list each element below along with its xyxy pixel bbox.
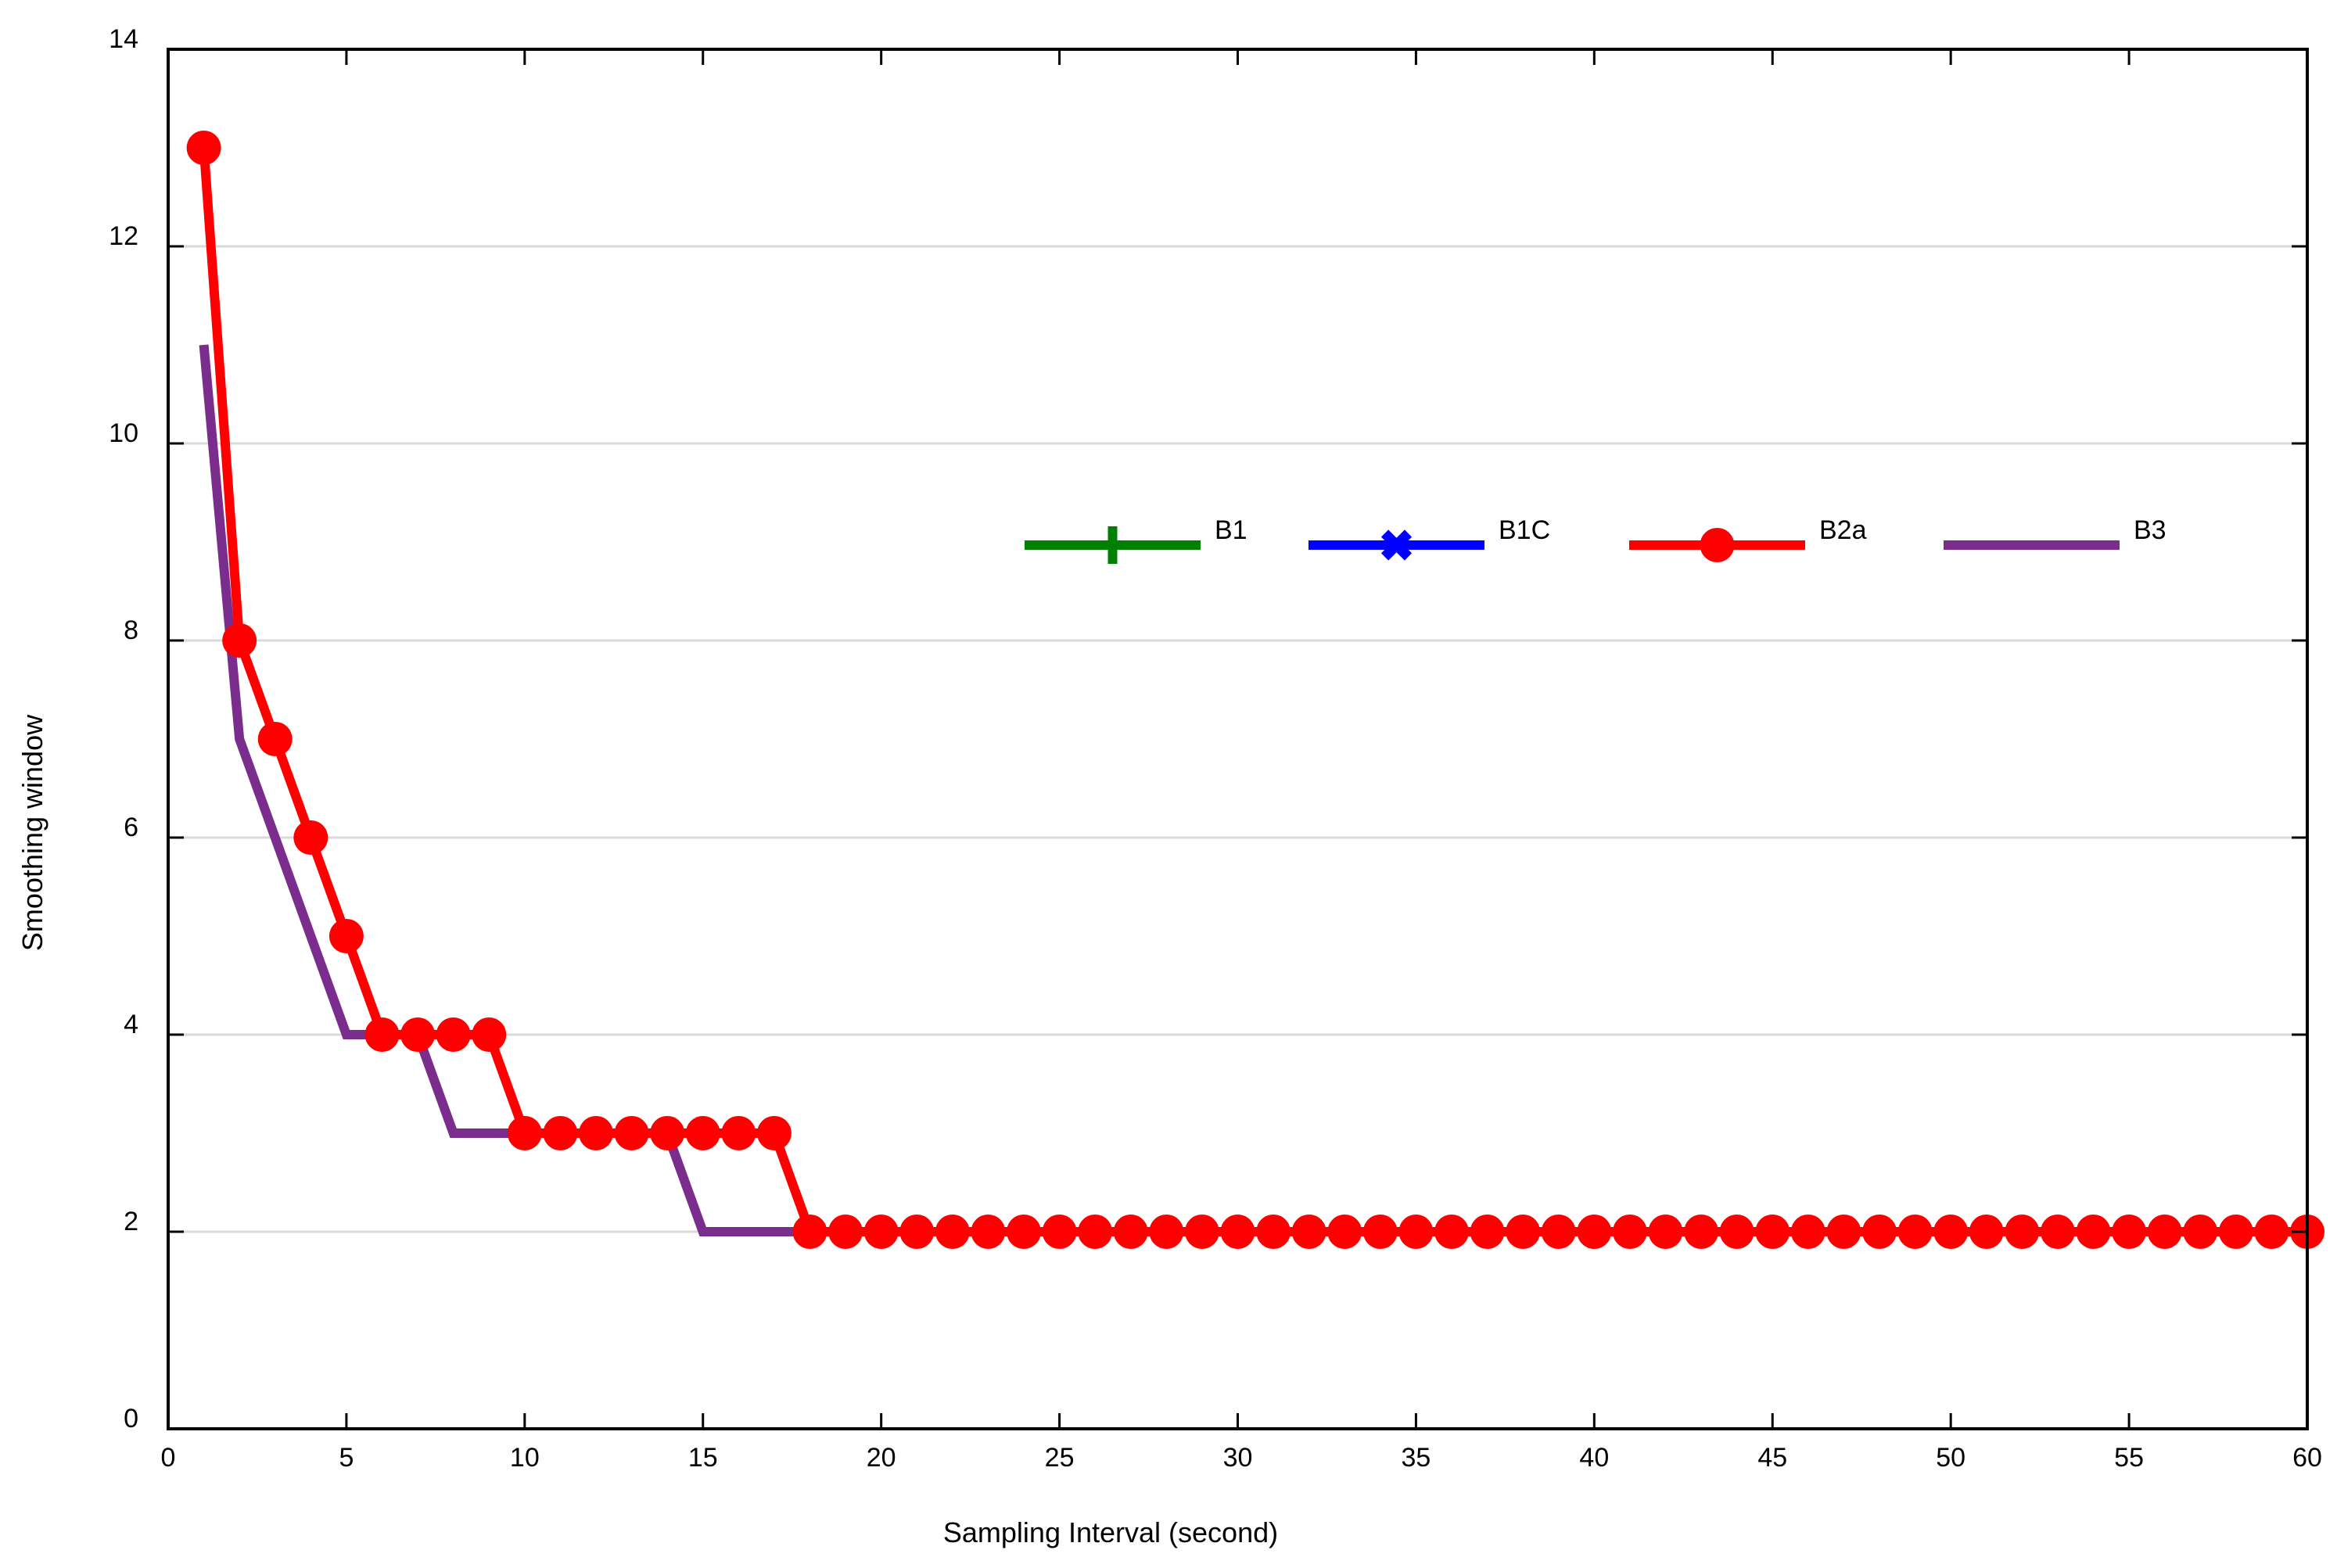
x-axis-label: Sampling Interval (second) bbox=[943, 1516, 1278, 1548]
data-point-b2a bbox=[1755, 1215, 1790, 1249]
data-point-b2a bbox=[1862, 1215, 1897, 1249]
data-point-b2a bbox=[1933, 1215, 1969, 1249]
data-point-b2a bbox=[1149, 1215, 1184, 1249]
x-tick-label: 15 bbox=[688, 1443, 718, 1473]
legend-label-b2a: B2a bbox=[1819, 515, 1867, 545]
data-point-b2a bbox=[2183, 1215, 2218, 1249]
data-point-b2a bbox=[1684, 1215, 1719, 1249]
x-tick-label: 25 bbox=[1045, 1443, 1075, 1473]
data-point-b2a bbox=[1826, 1215, 1861, 1249]
data-point-b2a bbox=[186, 131, 221, 165]
legend-label-b1: B1 bbox=[1215, 515, 1247, 545]
data-point-b2a bbox=[1612, 1215, 1647, 1249]
data-point-b2a bbox=[2005, 1215, 2040, 1249]
data-point-b2a bbox=[400, 1017, 436, 1052]
legend: B1 B1C B2a B3 bbox=[1025, 515, 2166, 564]
data-point-b2a bbox=[472, 1017, 507, 1052]
data-point-b2a bbox=[2147, 1215, 2182, 1249]
x-tick-label: 5 bbox=[339, 1443, 354, 1473]
axis-ticks: 0 2 4 6 8 10 12 14 0 5 10 15 20 25 30 35 40 45 50 55 60 bbox=[109, 24, 2322, 1473]
data-point-b2a bbox=[1362, 1215, 1398, 1249]
data-point-b2a bbox=[579, 1116, 613, 1150]
data-point-b2a bbox=[1220, 1215, 1255, 1249]
data-point-b2a bbox=[721, 1116, 756, 1150]
data-point-b2a bbox=[650, 1116, 685, 1150]
data-point-b2a bbox=[1398, 1215, 1434, 1249]
data-point-b2a bbox=[1327, 1215, 1362, 1249]
data-point-b2a bbox=[1184, 1215, 1219, 1249]
data-point-b2a bbox=[1256, 1215, 1291, 1249]
data-point-b2a bbox=[436, 1017, 471, 1052]
y-tick-label: 8 bbox=[124, 615, 138, 645]
data-point-b2a bbox=[1541, 1215, 1576, 1249]
data-point-b2a bbox=[756, 1116, 792, 1150]
legend-label-b1c: B1C bbox=[1499, 515, 1550, 545]
gridlines bbox=[168, 245, 2307, 1233]
data-point-b2a bbox=[899, 1215, 935, 1249]
data-point-b2a bbox=[1969, 1215, 2004, 1249]
plot-series bbox=[186, 131, 2324, 1249]
x-tick-label: 60 bbox=[2292, 1443, 2322, 1473]
data-point-b2a bbox=[2112, 1215, 2147, 1249]
data-point-b2a bbox=[1291, 1215, 1326, 1249]
x-tick-label: 55 bbox=[2114, 1443, 2144, 1473]
x-tick-label: 20 bbox=[867, 1443, 896, 1473]
series-line-b3 bbox=[199, 344, 2307, 1236]
data-point-b2a bbox=[971, 1215, 1006, 1249]
data-point-b2a bbox=[1719, 1215, 1754, 1249]
data-point-b2a bbox=[222, 623, 257, 658]
x-tick-label: 50 bbox=[1936, 1443, 1965, 1473]
data-point-b2a bbox=[1897, 1215, 1933, 1249]
data-point-b2a bbox=[328, 919, 364, 953]
data-point-b2a bbox=[1078, 1215, 1113, 1249]
data-point-b2a bbox=[543, 1116, 578, 1150]
data-point-b2a bbox=[1577, 1215, 1612, 1249]
series-line-b2a bbox=[199, 147, 2307, 1236]
y-tick-label: 4 bbox=[124, 1010, 138, 1039]
data-point-b2a bbox=[1470, 1215, 1505, 1249]
data-point-b2a bbox=[792, 1215, 827, 1249]
x-tick-label: 30 bbox=[1223, 1443, 1253, 1473]
data-point-b2a bbox=[614, 1116, 649, 1150]
legend-marker-cross bbox=[1380, 529, 1413, 561]
data-point-b2a bbox=[1007, 1215, 1041, 1249]
legend-marker-circle bbox=[1700, 528, 1735, 562]
y-tick-label: 2 bbox=[124, 1207, 138, 1236]
legend-label-b3: B3 bbox=[2134, 515, 2166, 545]
x-tick-label: 0 bbox=[161, 1443, 176, 1473]
data-point-b2a bbox=[1506, 1215, 1541, 1249]
data-point-b2a bbox=[863, 1215, 899, 1249]
y-tick-label: 6 bbox=[124, 813, 138, 842]
data-point-b2a bbox=[1790, 1215, 1825, 1249]
data-point-b2a bbox=[1648, 1215, 1683, 1249]
data-point-b2a bbox=[257, 722, 293, 756]
data-point-b2a bbox=[2076, 1215, 2111, 1249]
data-point-b2a bbox=[935, 1215, 970, 1249]
y-tick-label: 12 bbox=[109, 221, 138, 251]
x-tick-label: 35 bbox=[1402, 1443, 1431, 1473]
data-point-b2a bbox=[364, 1017, 400, 1052]
data-point-b2a bbox=[2254, 1215, 2289, 1249]
data-point-b2a bbox=[1113, 1215, 1148, 1249]
data-point-b2a bbox=[1042, 1215, 1077, 1249]
data-point-b2a bbox=[2040, 1215, 2075, 1249]
y-tick-label: 0 bbox=[124, 1404, 138, 1433]
x-tick-label: 40 bbox=[1579, 1443, 1609, 1473]
y-axis-label: Smoothing window bbox=[16, 714, 48, 951]
data-point-b2a bbox=[1434, 1215, 1469, 1249]
data-point-b2a bbox=[685, 1116, 720, 1150]
x-tick-label: 45 bbox=[1757, 1443, 1787, 1473]
y-tick-label: 10 bbox=[109, 418, 138, 448]
data-point-b2a bbox=[293, 820, 328, 855]
x-tick-label: 10 bbox=[510, 1443, 540, 1473]
data-point-b2a bbox=[828, 1215, 863, 1249]
data-point-b2a bbox=[507, 1116, 542, 1150]
data-point-b2a bbox=[2218, 1215, 2253, 1249]
y-tick-label: 14 bbox=[109, 24, 138, 54]
